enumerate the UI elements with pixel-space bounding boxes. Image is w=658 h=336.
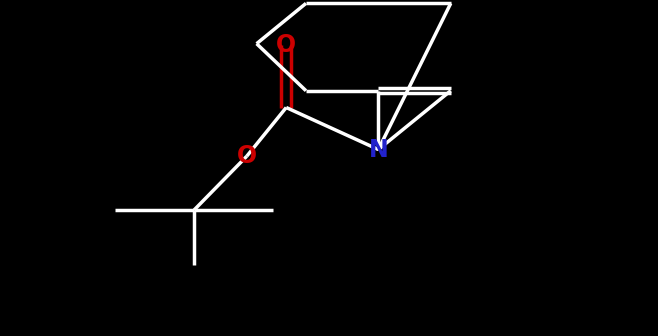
Text: O: O xyxy=(237,144,257,168)
Text: O: O xyxy=(276,33,296,57)
Text: N: N xyxy=(368,137,388,162)
